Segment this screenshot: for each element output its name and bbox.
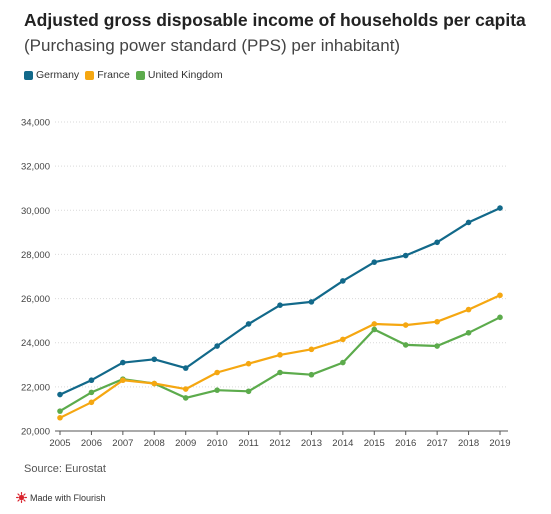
y-tick-label: 22,000 <box>21 382 50 393</box>
data-point-united-kingdom[interactable] <box>214 387 220 393</box>
x-tick-label: 2015 <box>364 438 385 449</box>
data-point-united-kingdom[interactable] <box>57 408 63 414</box>
chart-subtitle: (Purchasing power standard (PPS) per inh… <box>24 36 401 55</box>
series-line-germany <box>58 207 502 396</box>
data-point-united-kingdom[interactable] <box>182 395 189 401</box>
x-tick-label: 2010 <box>207 438 228 449</box>
legend-swatch-united-kingdom <box>135 70 145 80</box>
legend: Germany France United Kingdom <box>24 69 229 81</box>
source-note: Source: Eurostat <box>24 463 106 475</box>
legend-item-united-kingdom[interactable]: United Kingdom <box>135 69 223 81</box>
data-point-france[interactable] <box>245 360 252 367</box>
legend-item-germany[interactable]: Germany <box>24 69 79 81</box>
axes: 20,000 22,000 24,000 26,000 28,000 30,000 32,0… <box>21 118 511 450</box>
y-tick-label: 30,000 <box>21 206 50 217</box>
data-point-france[interactable] <box>57 414 63 421</box>
data-point-germany[interactable] <box>88 377 95 384</box>
data-point-germany[interactable] <box>308 299 315 305</box>
data-point-germany[interactable] <box>465 219 472 226</box>
x-tick-label: 2011 <box>238 438 258 449</box>
legend-swatch-germany <box>24 70 33 80</box>
data-point-united-kingdom[interactable] <box>465 329 472 336</box>
data-point-germany[interactable] <box>120 359 126 366</box>
y-tick-label: 24,000 <box>21 338 50 349</box>
x-tick-label: 2019 <box>489 438 510 449</box>
legend-label-france: France <box>97 69 130 81</box>
data-point-germany[interactable] <box>434 239 440 246</box>
data-point-united-kingdom[interactable] <box>88 389 95 396</box>
data-point-united-kingdom[interactable] <box>402 342 409 348</box>
data-point-france[interactable] <box>120 377 126 384</box>
flourish-logo-icon <box>16 492 27 503</box>
data-point-france[interactable] <box>151 380 158 387</box>
flourish-badge[interactable]: Made with Flourish <box>16 492 106 503</box>
y-tick-label: 32,000 <box>21 162 50 173</box>
legend-swatch-france <box>85 70 95 80</box>
data-point-germany[interactable] <box>371 259 378 265</box>
data-point-united-kingdom[interactable] <box>245 388 252 395</box>
legend-label-germany: Germany <box>36 69 80 81</box>
gridlines <box>55 121 508 432</box>
data-point-united-kingdom[interactable] <box>497 314 503 321</box>
x-tick-label: 2006 <box>81 438 102 449</box>
data-point-france[interactable] <box>371 321 378 327</box>
x-tick-label: 2016 <box>395 438 416 449</box>
data-point-france[interactable] <box>340 336 346 343</box>
legend-label-united-kingdom: United Kingdom <box>147 69 223 81</box>
y-tick-label: 20,000 <box>21 427 50 438</box>
series <box>57 205 503 421</box>
x-tick-label: 2009 <box>175 438 196 449</box>
data-point-united-kingdom[interactable] <box>277 369 283 376</box>
data-point-germany[interactable] <box>151 356 158 363</box>
chart-title: Adjusted gross disposable income of hous… <box>24 10 526 30</box>
series-line-united-kingdom <box>58 316 502 413</box>
data-point-germany[interactable] <box>340 278 346 284</box>
data-point-germany[interactable] <box>277 302 283 308</box>
data-point-united-kingdom[interactable] <box>371 326 378 333</box>
data-point-france[interactable] <box>402 322 409 328</box>
flourish-label: Made with Flourish <box>30 492 106 503</box>
x-tick-label: 2018 <box>458 438 479 449</box>
data-point-france[interactable] <box>497 292 503 299</box>
y-tick-label: 34,000 <box>21 118 50 129</box>
series-germany <box>57 205 503 398</box>
data-point-united-kingdom[interactable] <box>340 359 346 366</box>
data-point-france[interactable] <box>214 369 220 376</box>
x-tick-label: 2012 <box>269 438 290 449</box>
data-point-germany[interactable] <box>402 252 409 259</box>
series-france <box>57 292 503 421</box>
x-tick-label: 2008 <box>144 438 165 449</box>
data-point-germany[interactable] <box>182 365 189 371</box>
data-point-germany[interactable] <box>245 321 252 327</box>
data-point-united-kingdom[interactable] <box>434 343 440 349</box>
data-point-germany[interactable] <box>497 205 503 211</box>
data-point-france[interactable] <box>277 352 283 358</box>
legend-item-france[interactable]: France <box>85 69 130 81</box>
data-point-france[interactable] <box>308 346 315 353</box>
data-point-france[interactable] <box>434 318 440 325</box>
data-point-united-kingdom[interactable] <box>308 371 315 378</box>
x-tick-label: 2017 <box>427 438 448 449</box>
data-point-france[interactable] <box>182 386 189 392</box>
y-tick-label: 26,000 <box>21 294 50 305</box>
x-tick-label: 2007 <box>112 438 133 449</box>
data-point-france[interactable] <box>88 399 95 406</box>
data-point-germany[interactable] <box>214 343 220 349</box>
data-point-france[interactable] <box>465 306 472 313</box>
y-tick-label: 28,000 <box>21 250 50 261</box>
x-tick-label: 2013 <box>301 438 322 449</box>
x-tick-label: 2014 <box>332 438 353 449</box>
data-point-germany[interactable] <box>57 391 63 398</box>
x-tick-label: 2005 <box>49 438 70 449</box>
